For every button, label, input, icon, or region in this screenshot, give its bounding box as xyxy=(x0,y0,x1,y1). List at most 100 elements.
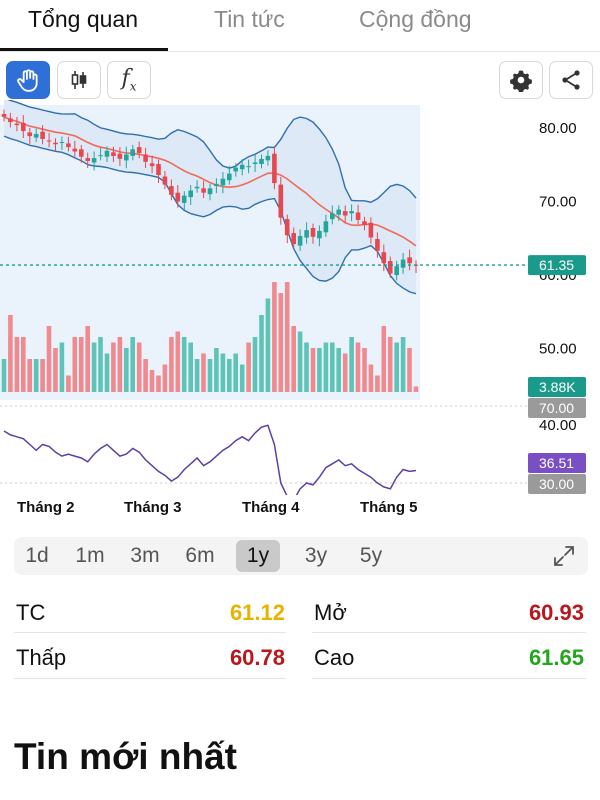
candle-body xyxy=(323,221,329,233)
candle-body xyxy=(407,257,412,264)
volume-bar xyxy=(181,337,187,392)
volume-bar xyxy=(355,342,361,392)
candle-body xyxy=(284,219,290,236)
time-range-selector: 1d 1m 3m 6m 1y 3y 5y xyxy=(14,537,588,575)
low-value: 60.78 xyxy=(229,645,285,670)
expand-icon[interactable] xyxy=(552,544,576,568)
candle-body xyxy=(233,167,238,172)
candle-body xyxy=(246,166,251,168)
x-tick-label: Tháng 5 xyxy=(360,499,418,516)
x-tick-label: Tháng 2 xyxy=(17,499,75,516)
candle-body xyxy=(53,142,58,145)
candle-body xyxy=(175,192,181,202)
volume-bar xyxy=(207,359,213,392)
candle-body xyxy=(8,118,13,123)
volume-bar xyxy=(194,359,200,392)
volume-bar xyxy=(252,337,258,392)
volume-bar xyxy=(85,326,90,392)
settings-button[interactable] xyxy=(499,61,543,99)
share-button[interactable] xyxy=(549,61,593,99)
volume-bar xyxy=(201,353,206,392)
candle-body xyxy=(14,123,20,126)
price-chart[interactable]: 80.00 70.00 60.00 50.00 61.35 3.88K 70.0… xyxy=(0,100,600,495)
volume-bar xyxy=(162,364,168,392)
rsi-upper-value: 70.00 xyxy=(539,400,574,416)
high-label: Cao xyxy=(314,645,355,670)
share-icon xyxy=(562,70,580,90)
volume-bar xyxy=(136,342,142,392)
volume-bar xyxy=(381,326,387,392)
range-5y-button[interactable]: 5y xyxy=(359,544,383,567)
function-icon-subscript: x xyxy=(129,79,137,94)
range-3y-button[interactable]: 3y xyxy=(304,544,328,567)
divider xyxy=(14,678,286,679)
volume-bar xyxy=(27,359,32,392)
candle-body xyxy=(310,228,316,237)
active-tab-indicator xyxy=(0,48,168,51)
volume-bar xyxy=(336,348,341,392)
volume-bar xyxy=(59,342,65,392)
candle-body xyxy=(85,158,90,161)
x-tick-label: Tháng 3 xyxy=(124,499,182,516)
price-tick-label: 70.00 xyxy=(539,194,577,211)
rsi-upper-tag xyxy=(528,398,586,418)
range-3m-button[interactable]: 3m xyxy=(130,544,160,567)
tc-value: 61.12 xyxy=(229,600,285,625)
volume-bar xyxy=(169,337,174,392)
latest-news-heading: Tin mới nhất xyxy=(14,736,237,777)
range-1d-button[interactable]: 1d xyxy=(25,544,49,567)
volume-bar xyxy=(14,337,20,392)
candle-body xyxy=(46,140,52,142)
volume-bar xyxy=(375,375,380,392)
tab-community[interactable]: Cộng đồng xyxy=(359,6,472,32)
price-tick-label: 80.00 xyxy=(539,120,577,137)
candle-body xyxy=(181,195,187,203)
candle-body xyxy=(387,261,393,274)
volume-bar xyxy=(310,348,316,392)
candle-body xyxy=(362,221,367,225)
candle-body xyxy=(207,188,213,195)
volume-bar xyxy=(317,348,322,392)
candle-body xyxy=(227,173,232,181)
volume-bar xyxy=(53,348,58,392)
range-1y-button[interactable]: 1y xyxy=(236,540,280,572)
volume-bar xyxy=(8,315,13,392)
rsi-tick-label: 40.00 xyxy=(539,417,577,434)
volume-bar xyxy=(21,337,26,392)
candle-body xyxy=(66,143,71,148)
volume-bar xyxy=(284,282,290,392)
hand-pointer-icon xyxy=(17,69,38,92)
volume-bar xyxy=(46,326,52,392)
rsi-lower-value: 30.00 xyxy=(539,476,574,492)
candle-body xyxy=(214,183,219,187)
candle-body xyxy=(98,155,103,157)
volume-bar xyxy=(214,348,219,392)
x-axis-labels: Tháng 2 Tháng 3 Tháng 4 Tháng 5 xyxy=(17,499,418,516)
function-icon: fx xyxy=(122,66,137,93)
candle-body xyxy=(342,211,348,216)
candle-body xyxy=(252,162,258,164)
candle-body xyxy=(375,239,380,251)
candle-body xyxy=(124,154,129,161)
volume-bar xyxy=(130,337,135,392)
volume-bar xyxy=(272,282,277,392)
top-tabs: Tổng quan Tin tức Cộng đồng xyxy=(0,0,600,52)
settings-icon xyxy=(510,70,532,92)
candle-body xyxy=(117,153,123,159)
candle-body xyxy=(40,131,45,139)
candle-body xyxy=(104,150,110,157)
range-1m-button[interactable]: 1m xyxy=(75,544,105,567)
candle-type-button[interactable] xyxy=(57,61,101,99)
pan-tool-button[interactable] xyxy=(6,61,50,99)
indicators-button[interactable]: fx xyxy=(107,61,151,99)
volume-bar xyxy=(40,359,45,392)
volume-bar xyxy=(91,342,97,392)
tab-overview[interactable]: Tổng quan xyxy=(28,6,138,32)
candle-body xyxy=(79,149,84,157)
volume-bar xyxy=(227,359,232,392)
price-tick-label: 50.00 xyxy=(539,341,577,358)
tab-news[interactable]: Tin tức xyxy=(214,6,285,32)
volume-bar xyxy=(342,353,348,392)
range-6m-button[interactable]: 6m xyxy=(185,544,215,567)
candle-body xyxy=(272,153,277,184)
